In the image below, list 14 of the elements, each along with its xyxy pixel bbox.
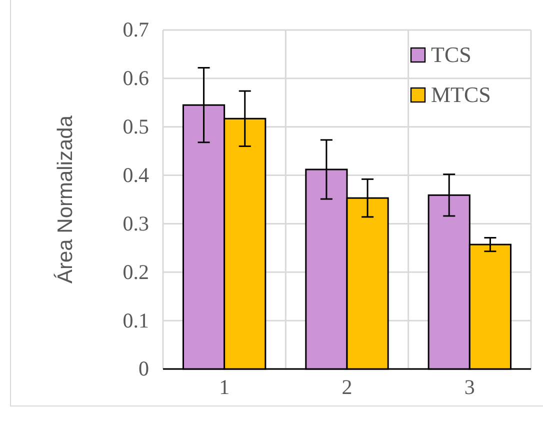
legend-label: MTCS <box>431 82 491 107</box>
y-tick-label: 0.4 <box>122 163 150 188</box>
y-tick-label: 0 <box>138 356 149 381</box>
x-tick-label: 3 <box>464 374 475 399</box>
y-tick-label: 0.6 <box>122 66 149 90</box>
x-tick-label: 2 <box>342 374 352 399</box>
y-axis-title: Área Normalizada <box>53 115 77 284</box>
y-tick-label: 0.2 <box>122 260 149 284</box>
y-tick-label: 0.5 <box>122 114 149 139</box>
legend-label: TCS <box>431 42 472 67</box>
x-tick-label: 1 <box>219 374 230 399</box>
y-tick-label: 0.3 <box>122 211 149 236</box>
y-tick-label: 0.1 <box>122 308 149 332</box>
y-tick-label: 0.7 <box>122 18 149 42</box>
